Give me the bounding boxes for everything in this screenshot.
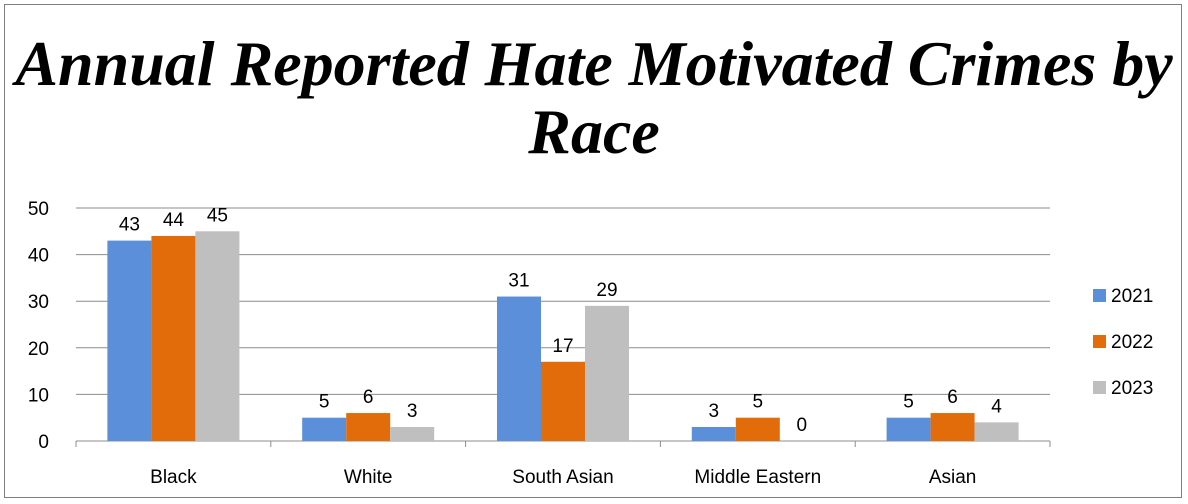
bar — [974, 422, 1019, 441]
y-tick-label: 0 — [38, 432, 49, 453]
bar — [302, 417, 347, 441]
category-label: Middle Eastern — [694, 467, 821, 488]
data-label: 45 — [207, 205, 228, 226]
bar — [691, 427, 736, 441]
bar — [107, 240, 152, 441]
legend-label: 2022 — [1111, 332, 1153, 353]
category-label: Asian — [929, 467, 977, 488]
bar — [930, 413, 975, 441]
data-label: 44 — [163, 210, 185, 231]
y-tick-label: 20 — [28, 339, 49, 360]
bar — [195, 231, 240, 441]
bar — [585, 305, 629, 441]
bar — [151, 235, 196, 441]
data-label: 4 — [991, 396, 1002, 417]
y-tick-label: 30 — [28, 292, 49, 313]
data-label: 43 — [119, 215, 140, 236]
legend-swatch — [1093, 289, 1106, 302]
category-label: Black — [150, 467, 197, 488]
data-label: 29 — [596, 280, 617, 301]
legend-swatch — [1093, 381, 1106, 394]
y-tick-label: 40 — [28, 246, 49, 267]
legend-label: 2023 — [1111, 378, 1153, 399]
bar — [886, 417, 931, 441]
bar — [541, 361, 585, 441]
bar — [735, 417, 780, 441]
data-label: 6 — [947, 387, 958, 408]
data-label: 31 — [508, 271, 529, 292]
y-tick-label: 10 — [28, 385, 49, 406]
data-label: 17 — [552, 336, 573, 357]
data-label: 3 — [709, 401, 720, 422]
bar — [497, 296, 541, 441]
data-label: 6 — [363, 387, 374, 408]
bar — [390, 427, 435, 441]
bar — [346, 413, 391, 441]
data-label: 5 — [753, 392, 764, 413]
data-label: 5 — [319, 392, 330, 413]
legend-swatch — [1093, 335, 1106, 348]
chart-title: Annual Reported Hate Motivated Crimes by… — [15, 28, 1173, 167]
category-label: White — [344, 467, 393, 488]
data-label: 3 — [407, 401, 418, 422]
category-label: South Asian — [512, 467, 613, 488]
data-label: 5 — [903, 392, 914, 413]
y-tick-label: 50 — [28, 199, 49, 220]
data-label: 0 — [797, 415, 808, 436]
legend-label: 2021 — [1111, 286, 1153, 307]
